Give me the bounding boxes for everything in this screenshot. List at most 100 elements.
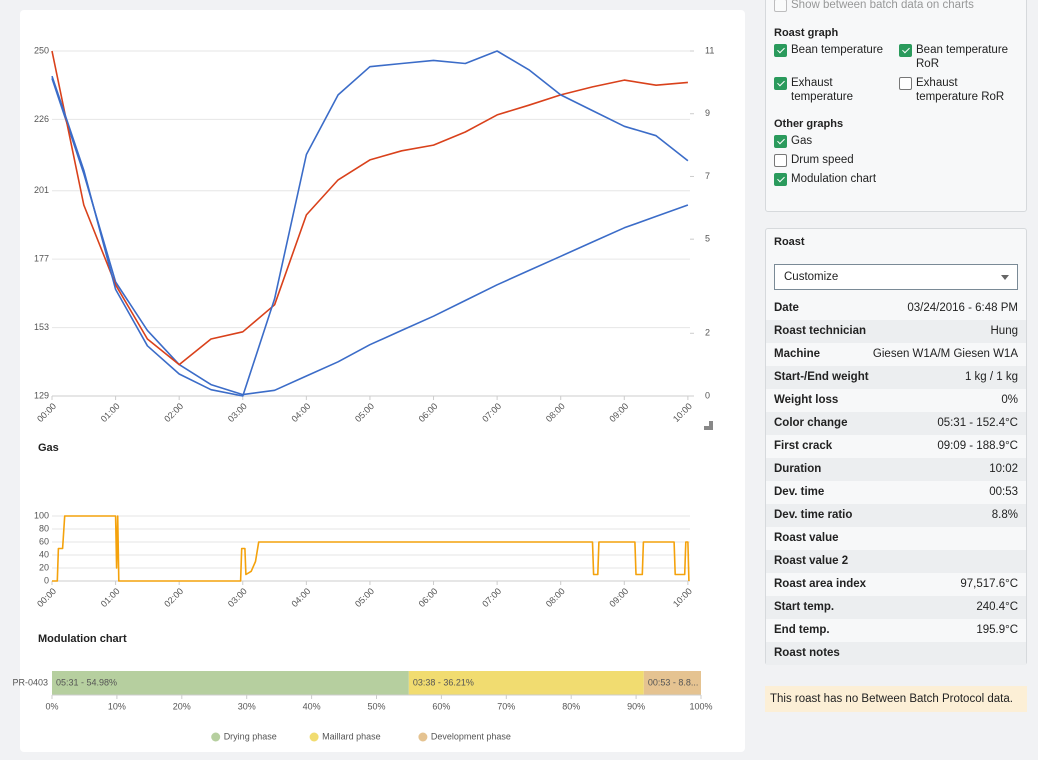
- x-tick-label: 70%: [497, 701, 515, 711]
- checkbox[interactable]: [774, 0, 787, 12]
- y-tick-label: 226: [34, 114, 49, 124]
- expand-icon[interactable]: [704, 421, 713, 430]
- checkbox-option[interactable]: Bean temperature: [774, 43, 894, 57]
- y-tick-label: 177: [34, 254, 49, 264]
- table-row: Color change 05:31 - 152.4°C: [766, 412, 1026, 435]
- table-row: Roast area index 97,517.6°C: [766, 573, 1026, 596]
- row-label: Roast value: [774, 532, 839, 544]
- y2-tick-label: 7: [705, 171, 710, 181]
- icon: [704, 421, 709, 426]
- chart-title: Gas: [38, 442, 59, 454]
- x-tick-label: 80%: [562, 701, 580, 711]
- checkbox-label[interactable]: Exhaust temperature RoR: [916, 77, 1005, 103]
- category-label: PR-0403: [12, 677, 48, 687]
- checkbox[interactable]: [774, 154, 787, 167]
- x-tick-label: 90%: [627, 701, 645, 711]
- graph-settings: Show between batch data on charts Roast g…: [765, 0, 1027, 212]
- row-value: 195.9°C: [976, 624, 1018, 636]
- checkbox[interactable]: [774, 44, 787, 57]
- series-line: [51, 78, 689, 396]
- checkbox-label[interactable]: Bean temperature: [791, 44, 884, 56]
- checkbox-option[interactable]: Exhaust temperature: [774, 76, 894, 104]
- checkbox[interactable]: [774, 77, 787, 90]
- x-tick-label: 20%: [173, 701, 191, 711]
- x-tick-label: 0%: [45, 701, 58, 711]
- row-label: Weight loss: [774, 394, 839, 406]
- x-tick-label: 50%: [367, 701, 385, 711]
- x-tick-label: 10%: [108, 701, 126, 711]
- row-label: Roast notes: [774, 647, 840, 659]
- chart-title: Modulation chart: [38, 633, 127, 645]
- row-value: 05:31 - 152.4°C: [937, 417, 1018, 429]
- checkbox[interactable]: [899, 77, 912, 90]
- y-tick-label: 60: [39, 536, 49, 546]
- row-label: Date: [774, 302, 799, 314]
- row-label: Machine: [774, 348, 821, 360]
- x-tick-label: 40%: [303, 701, 321, 711]
- checkbox-option[interactable]: Exhaust temperature RoR: [899, 76, 1019, 104]
- row-value: Giesen W1A/M Giesen W1A: [872, 348, 1018, 360]
- checkbox-option[interactable]: Gas: [774, 134, 1014, 148]
- legend-swatch: [418, 732, 428, 742]
- series-line: [51, 50, 688, 366]
- x-tick-label: 30%: [238, 701, 256, 711]
- bar-segment: [408, 671, 644, 695]
- checkbox-option[interactable]: Modulation chart: [774, 172, 1014, 186]
- legend-label: Drying phase: [224, 731, 277, 741]
- checkbox-label[interactable]: Exhaust temperature: [791, 77, 854, 103]
- group-title: Other graphs: [774, 118, 844, 130]
- row-value: 09:09 - 188.9°C: [937, 440, 1018, 452]
- y-tick-label: 129: [34, 390, 49, 400]
- legend-swatch: [309, 732, 319, 742]
- checkbox-label[interactable]: Gas: [791, 135, 813, 147]
- row-label: End temp.: [774, 624, 830, 636]
- checkbox[interactable]: [899, 44, 912, 57]
- table-row: Date 03/24/2016 - 6:48 PM: [766, 297, 1026, 320]
- row-value: Hung: [990, 325, 1019, 337]
- checkbox[interactable]: [774, 135, 787, 148]
- series-line: [51, 50, 689, 397]
- row-value: 0%: [1001, 394, 1018, 406]
- checkbox-option[interactable]: Show between batch data on charts: [774, 0, 1014, 12]
- table-row: Start-/End weight 1 kg / 1 kg: [766, 366, 1026, 389]
- table-row: Roast value 2: [766, 550, 1026, 573]
- y-tick-label: 100: [34, 510, 49, 520]
- row-label: Roast value 2: [774, 555, 849, 567]
- group-title: Roast graph: [774, 27, 839, 39]
- row-value: 1 kg / 1 kg: [964, 371, 1018, 383]
- y-tick-label: 153: [34, 322, 49, 332]
- y2-tick-label: 2: [705, 328, 710, 338]
- row-value: 97,517.6°C: [960, 578, 1018, 590]
- table-row: First crack 09:09 - 188.9°C: [766, 435, 1026, 458]
- select[interactable]: Customize: [774, 264, 1018, 290]
- y2-tick-label: 9: [705, 108, 710, 118]
- y-tick-label: 40: [39, 549, 49, 559]
- row-label: Start-/End weight: [774, 371, 869, 383]
- checkbox-option[interactable]: Bean temperature RoR: [899, 43, 1019, 71]
- y-tick-label: 201: [34, 185, 49, 195]
- table-row: Dev. time 00:53: [766, 481, 1026, 504]
- checkbox[interactable]: [774, 173, 787, 186]
- table-row: Start temp. 240.4°C: [766, 596, 1026, 619]
- checkbox-label[interactable]: Show between batch data on charts: [791, 0, 974, 11]
- y-tick-label: 80: [39, 523, 49, 533]
- row-value: 240.4°C: [976, 601, 1018, 613]
- table-row: Duration 10:02: [766, 458, 1026, 481]
- row-label: Roast technician: [774, 325, 867, 337]
- checkbox-label[interactable]: Modulation chart: [791, 173, 877, 185]
- y-tick-label: 250: [34, 45, 49, 55]
- value-label: 03:38 - 36.21%: [413, 677, 474, 687]
- value-label: 05:31 - 54.98%: [56, 677, 117, 687]
- row-label: Dev. time: [774, 486, 825, 498]
- table-row: Dev. time ratio 8.8%: [766, 504, 1026, 527]
- notice: This roast has no Between Batch Protocol…: [765, 686, 1027, 712]
- y2-tick-label: 11: [705, 45, 714, 55]
- row-label: Color change: [774, 417, 848, 429]
- row-label: Start temp.: [774, 601, 835, 613]
- checkbox-label[interactable]: Bean temperature RoR: [916, 44, 1009, 70]
- y2-tick-label: 5: [705, 234, 710, 244]
- checkbox-label[interactable]: Drum speed: [791, 154, 854, 166]
- checkbox-option[interactable]: Drum speed: [774, 153, 1014, 167]
